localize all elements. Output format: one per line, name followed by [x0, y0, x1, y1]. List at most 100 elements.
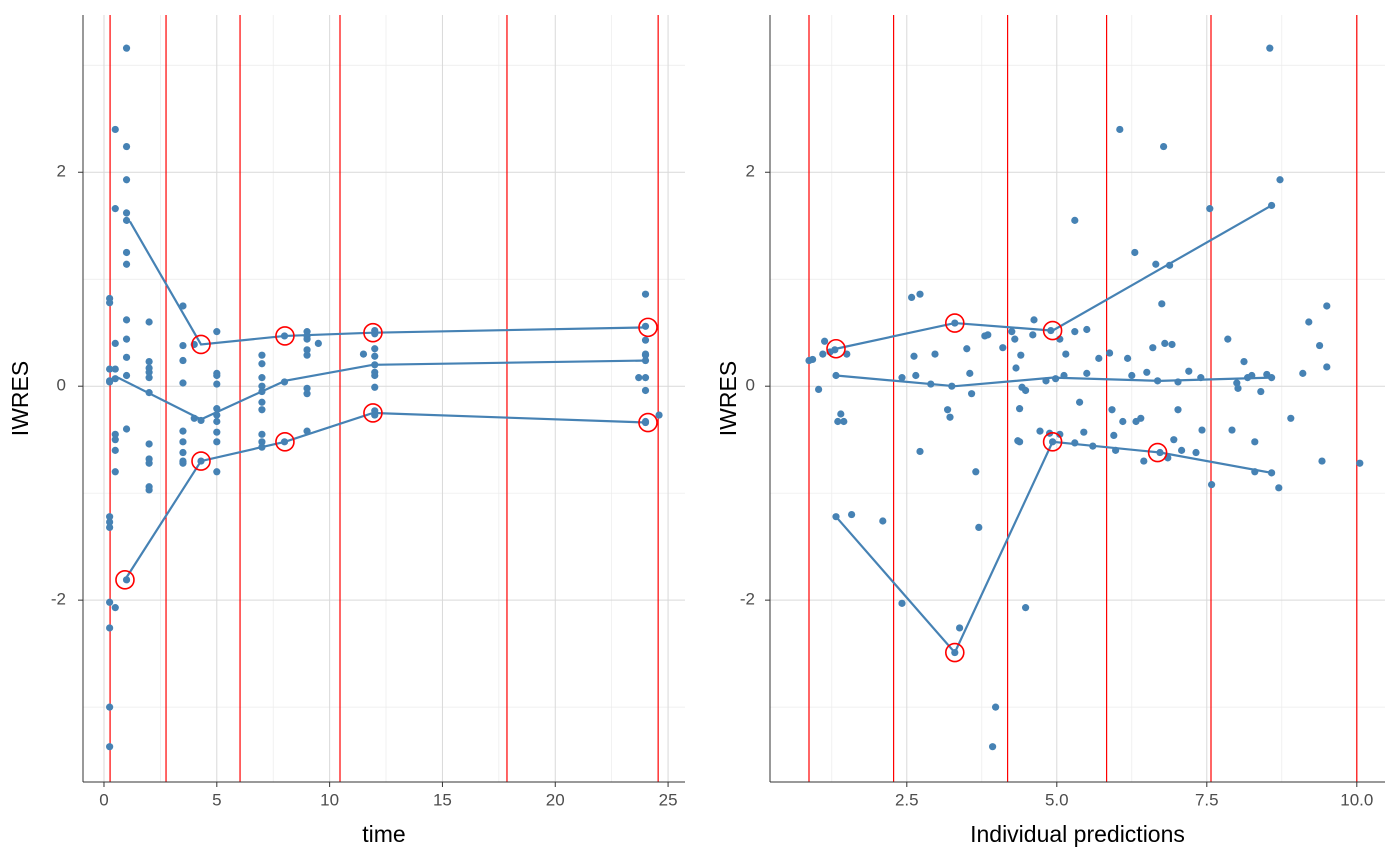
point: [359, 350, 368, 358]
point: [258, 430, 266, 438]
point: [1251, 438, 1259, 446]
point: [213, 468, 221, 476]
highlight-circle: [191, 334, 211, 355]
point: [145, 486, 153, 494]
point: [992, 703, 1000, 711]
point: [258, 382, 266, 390]
point: [1234, 384, 1242, 392]
point: [145, 374, 153, 382]
point: [179, 341, 187, 350]
point: [106, 365, 114, 373]
point: [912, 371, 920, 380]
point: [908, 293, 916, 302]
point: [314, 339, 322, 348]
point: [641, 290, 650, 298]
point: [1208, 481, 1216, 489]
point: [111, 446, 119, 454]
point: [111, 365, 119, 373]
point: [258, 406, 266, 414]
point: [831, 346, 839, 354]
point: [122, 44, 131, 52]
point: [1011, 335, 1019, 343]
point: [213, 380, 221, 388]
y-tick-label: 2: [746, 162, 755, 181]
point: [106, 518, 114, 526]
point: [111, 375, 119, 383]
y-axis-title: IWRES: [7, 361, 33, 436]
point: [641, 386, 650, 395]
point: [303, 346, 311, 354]
highlight-circle: [275, 326, 295, 346]
point: [179, 427, 187, 435]
point: [179, 356, 187, 365]
point: [916, 290, 924, 298]
point: [975, 523, 983, 532]
x-tick-label: 5.0: [1045, 790, 1069, 809]
point: [1140, 457, 1148, 465]
point: [213, 328, 221, 336]
point: [1056, 430, 1064, 438]
point: [122, 316, 131, 324]
point: [1299, 369, 1307, 377]
percentile-line: [835, 204, 1273, 350]
point: [1017, 351, 1025, 359]
point: [1124, 354, 1132, 362]
point: [122, 335, 131, 343]
point: [1287, 414, 1295, 422]
point: [1224, 335, 1232, 343]
highlight-circle: [363, 403, 383, 423]
point: [106, 513, 114, 521]
point: [1030, 316, 1038, 324]
x-tick-label: 10.0: [1340, 790, 1373, 809]
point: [213, 428, 221, 436]
point: [989, 743, 997, 751]
point: [1008, 328, 1016, 336]
highlight-circle: [638, 412, 658, 433]
point: [821, 337, 829, 345]
point: [968, 390, 976, 398]
point: [106, 624, 114, 632]
point: [111, 205, 119, 213]
highlight-circle: [826, 338, 846, 359]
point: [145, 357, 153, 366]
point: [944, 406, 952, 414]
point: [809, 355, 817, 364]
point: [1095, 354, 1103, 362]
point: [1083, 369, 1091, 377]
point: [1316, 341, 1324, 350]
point: [106, 743, 114, 751]
point: [1012, 364, 1020, 372]
point: [122, 176, 131, 184]
point: [1071, 328, 1079, 336]
point: [1228, 426, 1236, 434]
x-tick-label: 20: [546, 790, 565, 809]
x-tick-label: 15: [433, 790, 452, 809]
highlight-circle: [191, 451, 211, 471]
percentile-line: [835, 374, 1272, 388]
point: [106, 299, 114, 307]
point: [963, 345, 971, 353]
y-axis-title: IWRES: [715, 361, 741, 436]
point: [1257, 387, 1265, 396]
point: [106, 598, 114, 606]
highlight-circle: [275, 432, 295, 452]
point: [371, 383, 379, 391]
point: [1016, 438, 1024, 446]
point: [111, 436, 119, 444]
point: [122, 260, 131, 268]
point: [371, 371, 379, 380]
point: [1323, 363, 1331, 371]
point: [879, 517, 887, 525]
point: [972, 468, 980, 476]
point: [179, 302, 187, 310]
x-tick-label: 5: [212, 790, 221, 809]
point: [258, 438, 266, 446]
point: [258, 374, 266, 382]
point: [910, 352, 918, 360]
point: [1323, 302, 1331, 310]
x-axis-title: Individual predictions: [970, 821, 1185, 847]
point: [213, 417, 221, 426]
point: [916, 447, 924, 456]
point: [122, 142, 131, 151]
